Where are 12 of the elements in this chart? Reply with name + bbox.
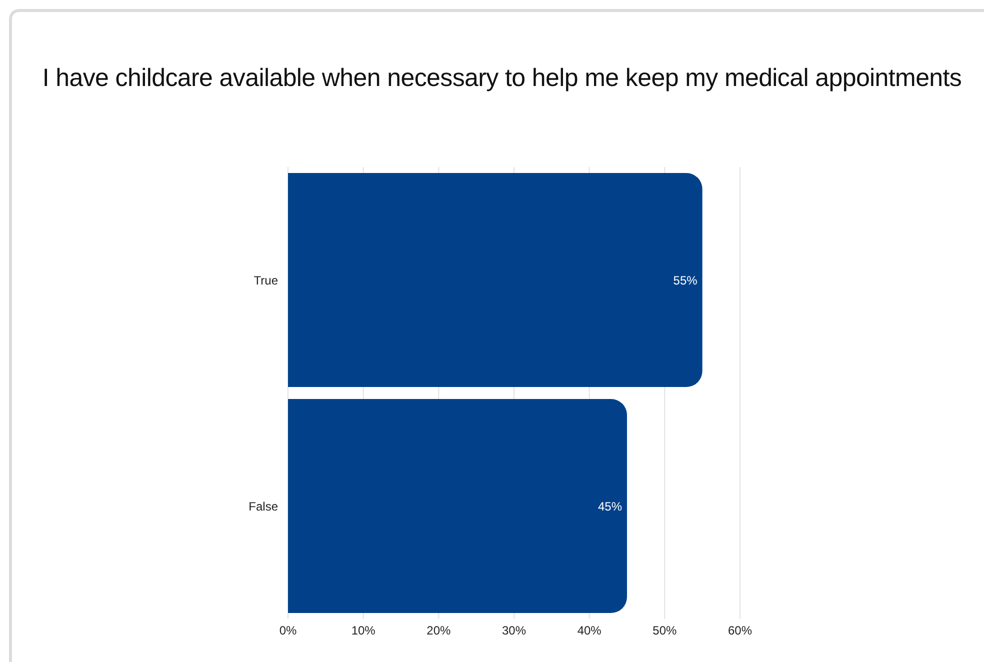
- x-tick-label: 10%: [351, 624, 376, 638]
- x-tick-label: 50%: [652, 624, 677, 638]
- x-tick-label: 0%: [279, 624, 297, 638]
- x-tick-label: 20%: [426, 624, 451, 638]
- x-tick-label: 30%: [502, 624, 526, 638]
- data-label: 45%: [598, 499, 622, 514]
- x-tick-label: 40%: [577, 624, 602, 638]
- x-tick-label: 60%: [728, 624, 752, 638]
- data-label: 55%: [673, 273, 698, 288]
- y-tick-label: True: [254, 273, 278, 288]
- y-tick-label: False: [248, 499, 278, 514]
- chart-title: I have childcare available when necessary to help me keep my medical appointments: [41, 64, 963, 93]
